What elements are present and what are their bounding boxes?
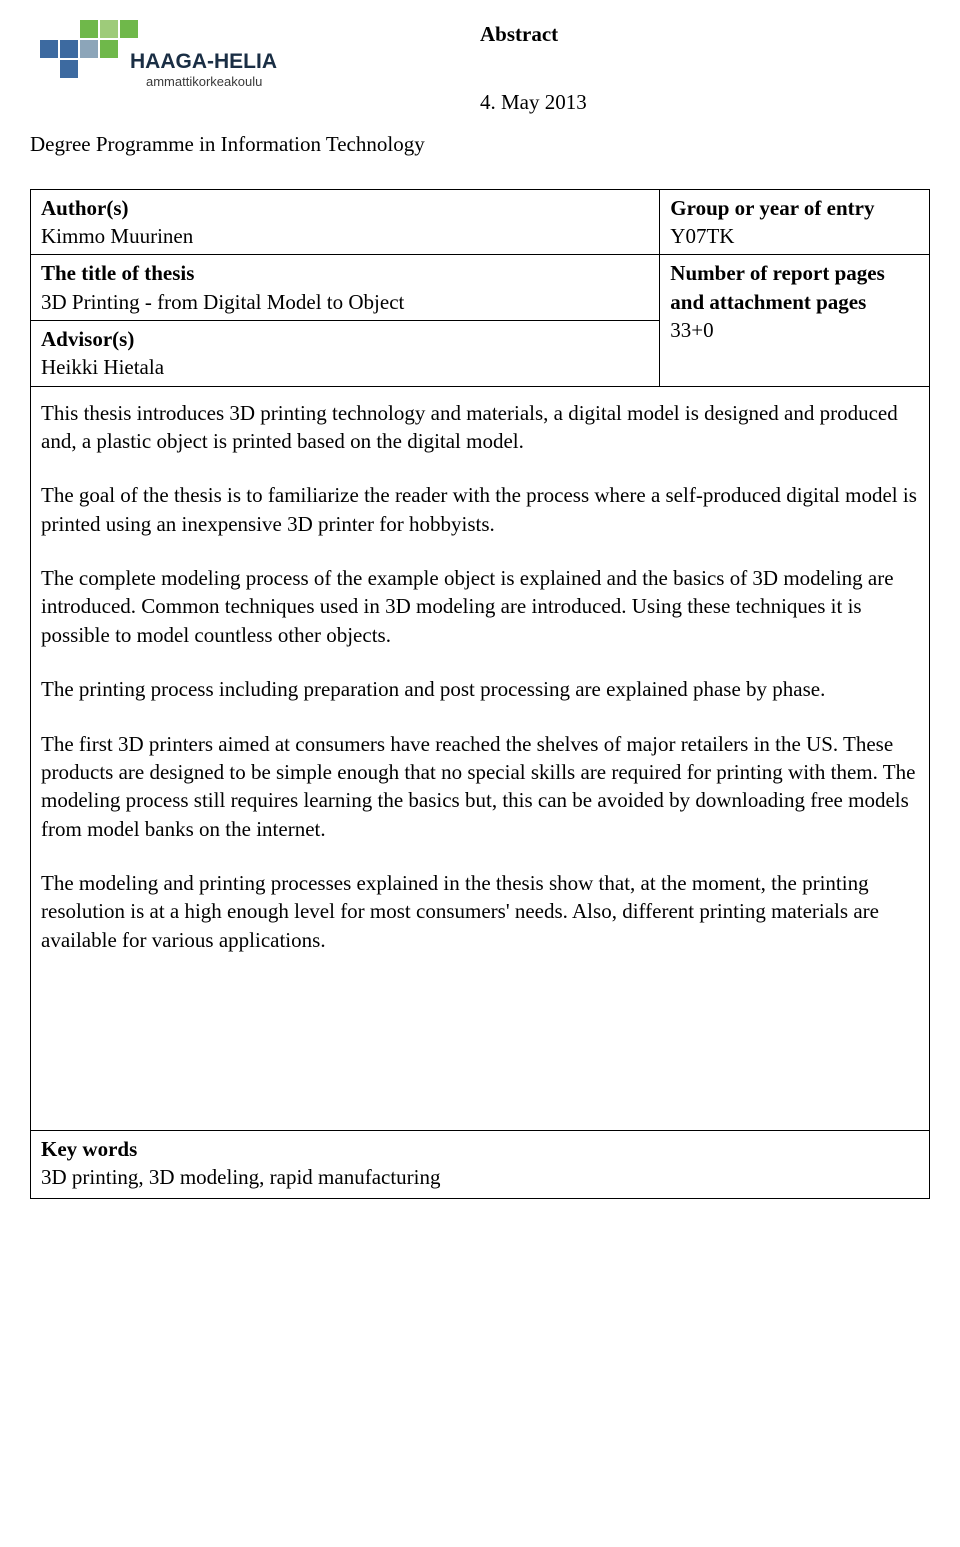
- header-center: Abstract 4. May 2013: [290, 20, 930, 117]
- group-label: Group or year of entry: [670, 196, 874, 220]
- info-table: Author(s) Kimmo Muurinen Group or year o…: [30, 189, 930, 387]
- author-cell: Author(s) Kimmo Muurinen: [31, 189, 660, 255]
- keywords-box: Key words 3D printing, 3D modeling, rapi…: [30, 1131, 930, 1199]
- group-cell: Group or year of entry Y07TK: [660, 189, 930, 255]
- spacer: [41, 980, 919, 1120]
- title-label: The title of thesis: [41, 261, 194, 285]
- haaga-helia-logo-icon: HAAGA-HELIA ammattikorkeakoulu: [30, 20, 290, 115]
- author-label: Author(s): [41, 196, 129, 220]
- svg-text:HAAGA-HELIA: HAAGA-HELIA: [130, 50, 277, 73]
- title-value: 3D Printing - from Digital Model to Obje…: [41, 290, 404, 314]
- svg-text:ammattikorkeakoulu: ammattikorkeakoulu: [146, 74, 262, 89]
- body-paragraph: The goal of the thesis is to familiarize…: [41, 481, 919, 538]
- title-cell: The title of thesis 3D Printing - from D…: [31, 255, 660, 321]
- body-paragraph: This thesis introduces 3D printing techn…: [41, 399, 919, 456]
- author-value: Kimmo Muurinen: [41, 224, 193, 248]
- group-value: Y07TK: [670, 224, 734, 248]
- abstract-label: Abstract: [480, 20, 930, 48]
- advisor-cell: Advisor(s) Heikki Hietala: [31, 321, 660, 387]
- pages-value: 33+0: [670, 318, 713, 342]
- body-paragraph: The first 3D printers aimed at consumers…: [41, 730, 919, 843]
- pages-label: Number of report pages and attachment pa…: [670, 261, 884, 313]
- logo: HAAGA-HELIA ammattikorkeakoulu: [30, 20, 290, 122]
- header-row: HAAGA-HELIA ammattikorkeakoulu Abstract …: [30, 20, 930, 122]
- abstract-body: This thesis introduces 3D printing techn…: [30, 387, 930, 1131]
- date: 4. May 2013: [480, 88, 930, 116]
- keywords-label: Key words: [41, 1137, 137, 1161]
- body-paragraph: The modeling and printing processes expl…: [41, 869, 919, 954]
- body-paragraph: The printing process including preparati…: [41, 675, 919, 703]
- keywords-value: 3D printing, 3D modeling, rapid manufact…: [41, 1165, 441, 1189]
- pages-cell: Number of report pages and attachment pa…: [660, 255, 930, 386]
- advisor-label: Advisor(s): [41, 327, 134, 351]
- advisor-value: Heikki Hietala: [41, 355, 164, 379]
- programme: Degree Programme in Information Technolo…: [30, 130, 930, 158]
- body-paragraph: The complete modeling process of the exa…: [41, 564, 919, 649]
